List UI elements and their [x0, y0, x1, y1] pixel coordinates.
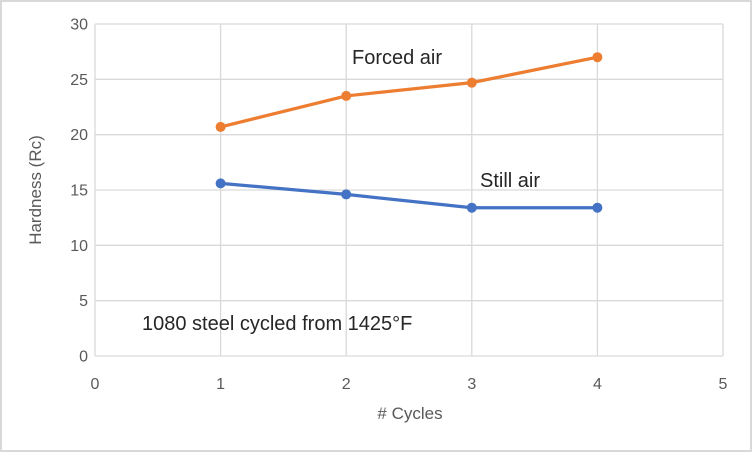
x-tick-label: 0	[91, 376, 100, 393]
x-tick-labels: 0 1 2 3 4 5	[91, 376, 728, 393]
x-tick-label: 3	[467, 376, 476, 393]
y-tick-label: 10	[70, 238, 88, 255]
y-tick-label: 30	[70, 17, 88, 34]
y-tick-label: 20	[70, 127, 88, 144]
x-tick-label: 5	[719, 376, 728, 393]
forced-air-data-point-marker	[466, 77, 477, 88]
still-air-series-label: Still air	[480, 170, 540, 192]
forced-air-line	[218, 55, 600, 129]
y-tick-labels: 0 5 10 15 20 25 30	[70, 17, 88, 366]
y-tick-label: 5	[79, 293, 88, 310]
forced-air-data-point-marker	[341, 90, 352, 101]
still-air-data-point-marker	[466, 202, 477, 213]
forced-air-data-point-marker	[592, 52, 603, 63]
x-axis-title: # Cycles	[377, 404, 442, 423]
y-tick-label: 15	[70, 183, 88, 200]
data-series	[215, 52, 603, 213]
gridlines	[94, 23, 724, 357]
forced-air-series-label: Forced air	[352, 47, 442, 69]
series-forced-air	[215, 52, 603, 132]
y-tick-label: 0	[79, 349, 88, 366]
y-axis-title: Hardness (Rc)	[26, 135, 45, 245]
y-tick-label: 25	[70, 72, 88, 89]
still-air-data-point-marker	[215, 178, 226, 189]
annotation-text: 1080 steel cycled from 1425°F	[142, 313, 412, 335]
x-tick-label: 1	[216, 376, 225, 393]
forced-air-data-point-marker	[215, 121, 226, 132]
x-tick-label: 2	[342, 376, 351, 393]
still-air-data-point-marker	[592, 202, 603, 213]
x-tick-label: 4	[593, 376, 602, 393]
series-still-air	[215, 178, 603, 213]
still-air-data-point-marker	[341, 189, 352, 200]
still-air-line	[218, 181, 600, 210]
